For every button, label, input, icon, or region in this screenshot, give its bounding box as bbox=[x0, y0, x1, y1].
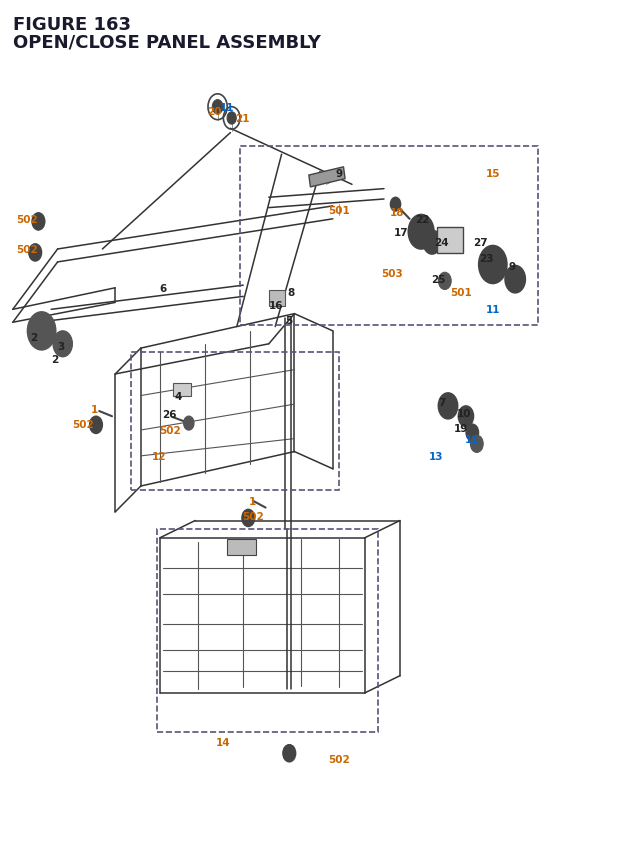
Bar bbox=[173, 383, 191, 396]
Circle shape bbox=[283, 745, 296, 762]
Text: 9: 9 bbox=[335, 169, 343, 179]
Text: 14: 14 bbox=[216, 737, 230, 747]
Circle shape bbox=[408, 215, 434, 250]
Text: 12: 12 bbox=[152, 451, 166, 461]
Circle shape bbox=[212, 101, 223, 115]
Text: 27: 27 bbox=[473, 238, 487, 248]
Circle shape bbox=[29, 245, 42, 262]
Circle shape bbox=[28, 313, 56, 350]
Text: 7: 7 bbox=[438, 398, 445, 408]
Text: 1: 1 bbox=[91, 405, 99, 415]
Circle shape bbox=[505, 266, 525, 294]
Circle shape bbox=[466, 424, 479, 442]
Bar bbox=[269, 291, 285, 307]
Text: 502: 502 bbox=[16, 245, 38, 255]
Text: 25: 25 bbox=[431, 275, 445, 285]
Text: 11: 11 bbox=[465, 434, 479, 444]
Text: 501: 501 bbox=[450, 288, 472, 298]
Text: 502: 502 bbox=[242, 511, 264, 522]
Circle shape bbox=[438, 273, 451, 290]
Circle shape bbox=[227, 113, 236, 125]
Circle shape bbox=[242, 510, 255, 527]
Text: 1: 1 bbox=[249, 496, 257, 506]
Circle shape bbox=[184, 417, 194, 430]
Circle shape bbox=[423, 231, 441, 255]
Circle shape bbox=[34, 321, 49, 342]
Text: 15: 15 bbox=[486, 169, 500, 179]
Text: FIGURE 163: FIGURE 163 bbox=[13, 16, 131, 34]
Text: 502: 502 bbox=[16, 214, 38, 225]
Text: 20: 20 bbox=[207, 107, 221, 117]
Text: 26: 26 bbox=[163, 410, 177, 420]
Text: 16: 16 bbox=[269, 300, 284, 311]
Text: 17: 17 bbox=[394, 227, 408, 238]
Text: 24: 24 bbox=[435, 238, 449, 248]
Text: 502: 502 bbox=[328, 754, 350, 765]
Circle shape bbox=[390, 198, 401, 212]
Bar bbox=[437, 228, 463, 254]
Text: 11: 11 bbox=[220, 102, 234, 113]
Text: 19: 19 bbox=[454, 424, 468, 434]
Text: OPEN/CLOSE PANEL ASSEMBLY: OPEN/CLOSE PANEL ASSEMBLY bbox=[13, 34, 321, 52]
Circle shape bbox=[438, 393, 458, 419]
Text: 18: 18 bbox=[390, 208, 404, 218]
Circle shape bbox=[32, 214, 45, 231]
Circle shape bbox=[90, 417, 102, 434]
Text: 2: 2 bbox=[51, 355, 58, 365]
Circle shape bbox=[470, 436, 483, 453]
Text: 21: 21 bbox=[235, 114, 249, 124]
Bar bbox=[227, 540, 256, 555]
Text: 2: 2 bbox=[29, 332, 37, 343]
Text: 13: 13 bbox=[429, 451, 444, 461]
Text: 10: 10 bbox=[457, 408, 471, 418]
Text: 9: 9 bbox=[508, 262, 516, 272]
Text: 502: 502 bbox=[159, 425, 180, 436]
Text: 502: 502 bbox=[72, 419, 94, 430]
Text: 11: 11 bbox=[486, 305, 500, 315]
Bar bbox=[309, 168, 345, 188]
Circle shape bbox=[53, 331, 72, 357]
Text: 501: 501 bbox=[328, 206, 350, 216]
Text: 5: 5 bbox=[285, 315, 293, 325]
Text: 8: 8 bbox=[287, 288, 295, 298]
Text: 3: 3 bbox=[57, 341, 65, 351]
Text: 4: 4 bbox=[174, 391, 182, 401]
Circle shape bbox=[458, 406, 474, 427]
Text: 503: 503 bbox=[381, 269, 403, 279]
Text: 22: 22 bbox=[415, 214, 429, 225]
Text: 23: 23 bbox=[479, 253, 493, 263]
Circle shape bbox=[479, 246, 507, 284]
Text: 6: 6 bbox=[159, 283, 167, 294]
